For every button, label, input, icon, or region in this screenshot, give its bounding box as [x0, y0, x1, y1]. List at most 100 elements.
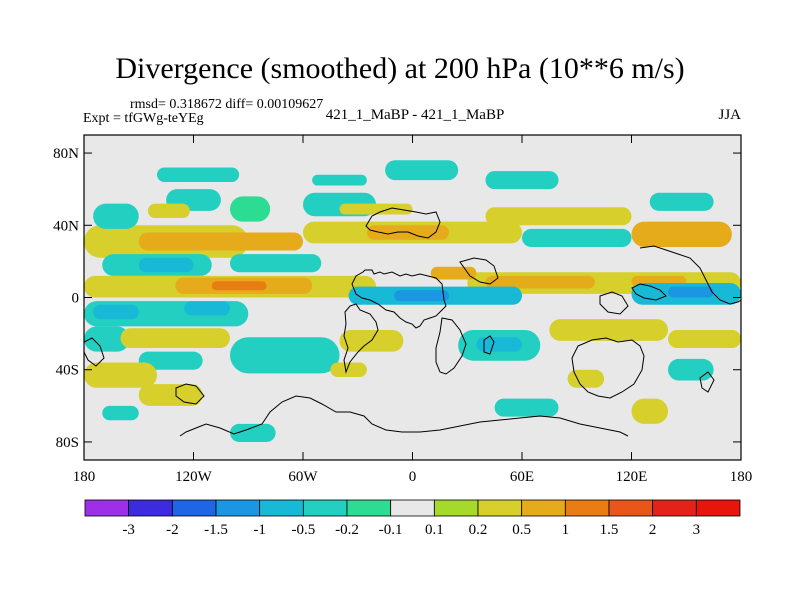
contour-region [567, 369, 605, 388]
coastline-chile-tip [175, 383, 205, 405]
contour-region [93, 203, 139, 229]
y-tick-label: 40S [56, 363, 79, 379]
experiment-label: Expt = tfGWg-teYEg [83, 111, 204, 126]
x-tick-label: 180 [730, 469, 753, 485]
coastline-asia-east [639, 245, 741, 305]
contour-region [649, 192, 714, 211]
x-tick-label: 60W [288, 469, 318, 485]
contour-region [230, 254, 322, 273]
rmsd-diff-stats: rmsd= 0.318672 diff= 0.00109627 [130, 97, 324, 112]
contour-region [631, 221, 732, 247]
coastline-new-zealand [699, 371, 715, 393]
colorbar-label: 0.1 [425, 522, 444, 538]
contour-region [147, 203, 190, 219]
colorbar-swatch [128, 499, 173, 517]
coastline-madagascar [483, 335, 495, 355]
contour-region [138, 257, 194, 273]
y-tick-label: 80N [53, 146, 79, 162]
contour-region [312, 174, 367, 186]
colorbar-label: 1 [562, 522, 570, 538]
colorbar-label: -0.1 [379, 522, 403, 538]
contour-region [394, 290, 449, 302]
contour-region [138, 232, 303, 251]
contour-region [631, 398, 668, 424]
colorbar-swatch [521, 499, 566, 517]
contour-region [102, 405, 139, 421]
contour-region [668, 286, 714, 298]
coastline-layer [84, 207, 741, 437]
colorbar-swatch [564, 499, 610, 517]
contour-region [211, 281, 267, 291]
coastline-south-america [343, 303, 379, 374]
contour-region [522, 228, 632, 247]
contour-region [339, 203, 413, 215]
colorbar-swatch [215, 499, 261, 517]
contour-region [184, 301, 230, 316]
contour-region [84, 362, 157, 388]
coastline-antarctica [179, 395, 629, 437]
colorbar-swatch [477, 499, 523, 517]
y-axis: 80N 40N 0 40S 80S [53, 146, 741, 451]
contour-region [230, 423, 276, 442]
colorbar-swatch [608, 499, 654, 517]
contour-region [485, 171, 559, 190]
contour-region [230, 337, 340, 374]
contour-region [430, 266, 477, 280]
contour-fill-layer [84, 160, 741, 442]
colorbar-label: 1.5 [600, 522, 619, 538]
x-tick-label: 120E [616, 469, 648, 485]
x-tick-label: 120W [175, 469, 213, 485]
contour-region [138, 384, 203, 406]
coastline-indonesia [599, 291, 629, 315]
colorbar-swatch [433, 499, 479, 517]
contour-region [157, 167, 240, 182]
colorbar-label: -1.5 [204, 522, 228, 538]
colorbar-swatch [652, 499, 697, 517]
coastline-europe [365, 207, 441, 239]
colorbar-legend: -3 -2 -1.5 -1 -0.5 -0.2 -0.1 0.1 0.2 0.5 1 1.5 2 3 [84, 499, 741, 538]
coastline-north-africa [351, 269, 447, 329]
contour-region [485, 207, 632, 226]
contour-region [476, 337, 522, 352]
colorbar-label: -0.2 [335, 522, 359, 538]
colorbar-swatch [84, 499, 130, 517]
colorbar-swatch [171, 499, 217, 517]
contour-region [230, 196, 271, 222]
contour-region [84, 326, 130, 352]
contour-region [138, 351, 203, 370]
contour-region [668, 330, 741, 349]
colorbar-label: -1 [253, 522, 266, 538]
coastline-australia [571, 337, 645, 399]
contour-region [385, 160, 459, 181]
y-tick-label: 0 [72, 291, 80, 307]
y-tick-label: 80S [56, 435, 79, 451]
season-label: JJA [718, 107, 741, 123]
colorbar-label: -3 [122, 522, 135, 538]
x-axis: 180 120W 60W 0 60E 120E 180 [73, 135, 753, 485]
x-tick-label: 60E [510, 469, 534, 485]
contour-region [668, 358, 714, 381]
colorbar-swatch [390, 499, 435, 517]
colorbar-label: 0.2 [469, 522, 488, 538]
x-tick-label: 0 [409, 469, 417, 485]
comparison-label: 421_1_MaBP - 421_1_MaBP [325, 107, 505, 123]
y-tick-label: 40N [53, 218, 79, 234]
colorbar-label: -0.5 [291, 522, 315, 538]
contour-region [494, 398, 559, 417]
colorbar-swatch [695, 499, 741, 517]
colorbar-label: -2 [166, 522, 179, 538]
coastline-middle-east [459, 257, 499, 285]
colorbar-label: 2 [649, 522, 657, 538]
contour-region [485, 275, 595, 289]
colorbar-label: 0.5 [512, 522, 531, 538]
contour-region [93, 304, 139, 320]
contour-region [549, 319, 668, 341]
coastline-southwest-pacific [84, 337, 105, 367]
x-tick-label: 180 [73, 469, 96, 485]
coastline-south-africa [435, 317, 467, 375]
contour-region [330, 362, 367, 377]
colorbar-swatch [346, 499, 392, 517]
contour-region [120, 328, 230, 349]
chart-title: Divergence (smoothed) at 200 hPa (10**6 … [115, 52, 685, 85]
colorbar-swatch [259, 499, 304, 517]
